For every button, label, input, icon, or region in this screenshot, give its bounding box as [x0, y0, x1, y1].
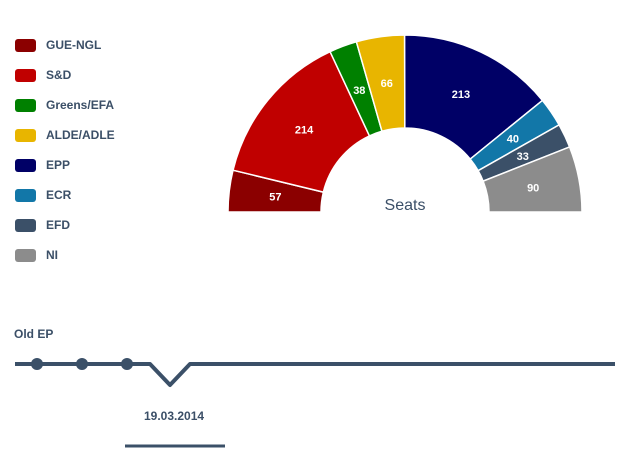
seat-slices — [227, 34, 583, 213]
slice-value-greens-efa: 38 — [353, 85, 365, 97]
legend-swatch — [15, 68, 36, 82]
legend-item-s-d[interactable]: S&D — [15, 60, 115, 90]
timeline-date[interactable]: 19.03.2014 — [144, 409, 205, 423]
legend: GUE-NGL S&D Greens/EFA ALDE/ADLE EPP ECR EFD NI — [15, 30, 115, 270]
legend-swatch — [15, 98, 36, 112]
slice-s-d[interactable] — [232, 50, 371, 194]
slice-value-alde-adle: 66 — [381, 78, 393, 90]
slice-value-ni: 90 — [527, 183, 539, 195]
legend-swatch — [15, 218, 36, 232]
slice-value-efd: 33 — [517, 151, 529, 163]
timeline-point-1[interactable] — [31, 358, 43, 370]
legend-label: Greens/EFA — [46, 98, 115, 112]
legend-swatch — [15, 128, 36, 142]
timeline-point-3[interactable] — [121, 358, 133, 370]
slice-value-s-d: 214 — [295, 124, 314, 136]
slice-value-gue-ngl: 57 — [269, 191, 281, 203]
legend-item-efd[interactable]: EFD — [15, 210, 115, 240]
legend-swatch — [15, 248, 36, 262]
timeline — [15, 358, 615, 448]
legend-label: S&D — [46, 68, 72, 82]
legend-label: NI — [46, 248, 58, 262]
slice-value-epp: 213 — [452, 89, 470, 101]
slice-labels: 57 214 38 66 213 40 33 90 — [269, 78, 539, 204]
legend-swatch — [15, 38, 36, 52]
legend-swatch — [15, 188, 36, 202]
legend-item-alde-adle[interactable]: ALDE/ADLE — [15, 120, 115, 150]
legend-label: EPP — [46, 158, 71, 172]
timeline-track — [15, 362, 615, 387]
legend-label: GUE-NGL — [46, 38, 102, 52]
center-label: Seats — [385, 197, 426, 214]
timeline-label: Old EP — [14, 327, 54, 341]
legend-item-epp[interactable]: EPP — [15, 150, 115, 180]
slice-ni[interactable] — [482, 145, 583, 213]
legend-item-gue-ngl[interactable]: GUE-NGL — [15, 30, 115, 60]
legend-item-ecr[interactable]: ECR — [15, 180, 115, 210]
legend-item-ni[interactable]: NI — [15, 240, 115, 270]
legend-label: ALDE/ADLE — [46, 128, 115, 142]
legend-label: ECR — [46, 188, 72, 202]
legend-item-greens-efa[interactable]: Greens/EFA — [15, 90, 115, 120]
legend-label: EFD — [46, 218, 70, 232]
timeline-point-2[interactable] — [76, 358, 88, 370]
legend-swatch — [15, 158, 36, 172]
slice-value-ecr: 40 — [507, 134, 519, 146]
